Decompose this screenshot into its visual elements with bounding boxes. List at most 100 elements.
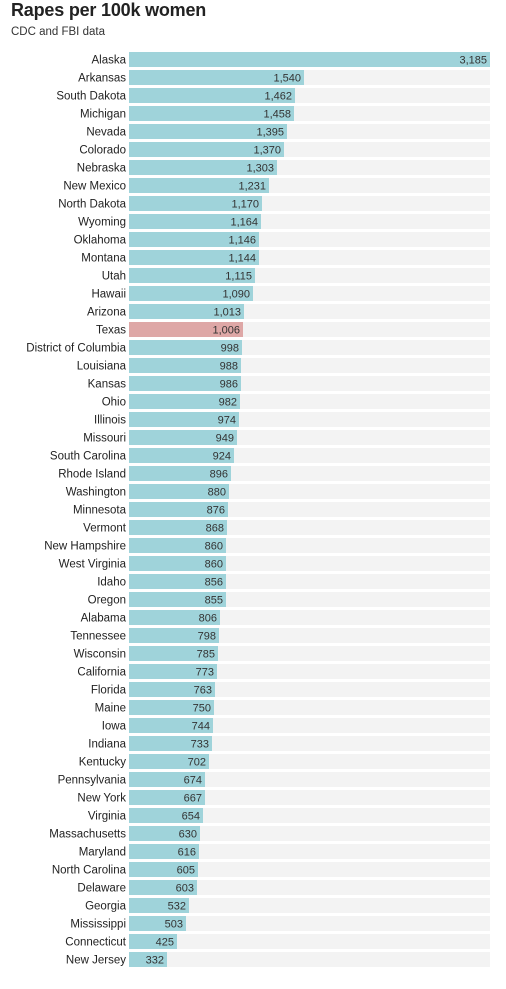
bar <box>129 844 199 859</box>
value-label: 733 <box>191 739 209 751</box>
category-label: South Dakota <box>56 91 126 103</box>
bar <box>129 718 213 733</box>
bar <box>129 160 277 175</box>
bar-track <box>129 826 490 841</box>
value-label: 896 <box>210 469 228 481</box>
category-label: Hawaii <box>91 289 126 301</box>
category-label: Idaho <box>97 577 126 589</box>
bar-track <box>129 880 490 895</box>
bar <box>129 286 253 301</box>
category-label: Vermont <box>83 523 127 535</box>
value-label: 798 <box>198 631 216 643</box>
value-label: 763 <box>194 685 212 697</box>
bar <box>129 430 237 445</box>
value-label: 773 <box>196 667 214 679</box>
value-label: 806 <box>199 613 217 625</box>
value-label: 1,013 <box>213 307 241 319</box>
category-label: West Virginia <box>59 559 127 571</box>
category-label: Alaska <box>91 55 126 67</box>
bar <box>129 736 212 751</box>
bar-track <box>129 808 490 823</box>
value-label: 860 <box>205 541 223 553</box>
bar <box>129 268 255 283</box>
category-label: Maryland <box>79 847 126 859</box>
value-label: 605 <box>177 865 195 877</box>
category-label: Mississippi <box>70 919 126 931</box>
value-label: 988 <box>220 361 238 373</box>
value-label: 1,146 <box>228 235 256 247</box>
category-label: New Hampshire <box>44 541 126 553</box>
bar <box>129 340 242 355</box>
bar-track <box>129 790 490 805</box>
category-label: Rhode Island <box>58 469 126 481</box>
bar <box>129 700 214 715</box>
category-label: Minnesota <box>73 505 127 517</box>
bar <box>129 772 205 787</box>
bar-track <box>129 736 490 751</box>
value-label: 880 <box>208 487 226 499</box>
bar-track <box>129 844 490 859</box>
bar <box>129 304 244 319</box>
value-label: 702 <box>188 757 206 769</box>
value-label: 924 <box>213 451 231 463</box>
value-label: 1,170 <box>231 199 259 211</box>
value-label: 1,370 <box>253 145 281 157</box>
chart-title: Rapes per 100k women <box>11 0 207 20</box>
value-label: 332 <box>146 955 164 967</box>
category-label: Oklahoma <box>74 235 127 247</box>
bar <box>129 232 259 247</box>
chart-subtitle: CDC and FBI data <box>11 26 105 38</box>
category-label: Connecticut <box>65 937 127 949</box>
value-label: 750 <box>193 703 211 715</box>
category-label: Massachusetts <box>49 829 126 841</box>
bar <box>129 610 220 625</box>
value-label: 856 <box>205 577 223 589</box>
category-label: Arizona <box>87 307 127 319</box>
bar <box>129 538 226 553</box>
category-label: Ohio <box>102 397 126 409</box>
category-label: Louisiana <box>77 361 127 373</box>
category-label: Maine <box>95 703 126 715</box>
value-label: 1,458 <box>263 109 291 121</box>
bar <box>129 916 186 931</box>
bar-track <box>129 664 490 679</box>
category-label: Montana <box>81 253 126 265</box>
value-label: 785 <box>197 649 215 661</box>
category-label: Florida <box>91 685 127 697</box>
category-label: Tennessee <box>70 631 126 643</box>
category-label: Nebraska <box>77 163 127 175</box>
bar <box>129 934 177 949</box>
value-label: 1,540 <box>273 73 301 85</box>
bar <box>129 862 198 877</box>
bar <box>129 898 189 913</box>
category-label: New Mexico <box>63 181 126 193</box>
bar <box>129 448 234 463</box>
bar <box>129 628 219 643</box>
value-label: 1,006 <box>212 325 240 337</box>
category-label: Nevada <box>86 127 126 139</box>
bar <box>129 466 231 481</box>
bar <box>129 250 259 265</box>
value-label: 3,185 <box>459 55 487 67</box>
bar-track <box>129 628 490 643</box>
bar-track <box>129 718 490 733</box>
category-label: Wyoming <box>78 217 126 229</box>
value-label: 868 <box>206 523 224 535</box>
category-label: Missouri <box>83 433 126 445</box>
value-label: 654 <box>182 811 200 823</box>
category-label: Pennsylvania <box>58 775 127 787</box>
bar <box>129 412 239 427</box>
category-label: Iowa <box>102 721 127 733</box>
bar <box>129 952 167 967</box>
bar <box>129 196 262 211</box>
category-label: Colorado <box>79 145 126 157</box>
value-label: 1,395 <box>256 127 284 139</box>
value-label: 1,231 <box>238 181 266 193</box>
bar <box>129 664 217 679</box>
bar <box>129 178 269 193</box>
value-label: 1,090 <box>222 289 250 301</box>
value-label: 603 <box>176 883 194 895</box>
bar-track <box>129 952 490 967</box>
category-label: Wisconsin <box>74 649 126 661</box>
